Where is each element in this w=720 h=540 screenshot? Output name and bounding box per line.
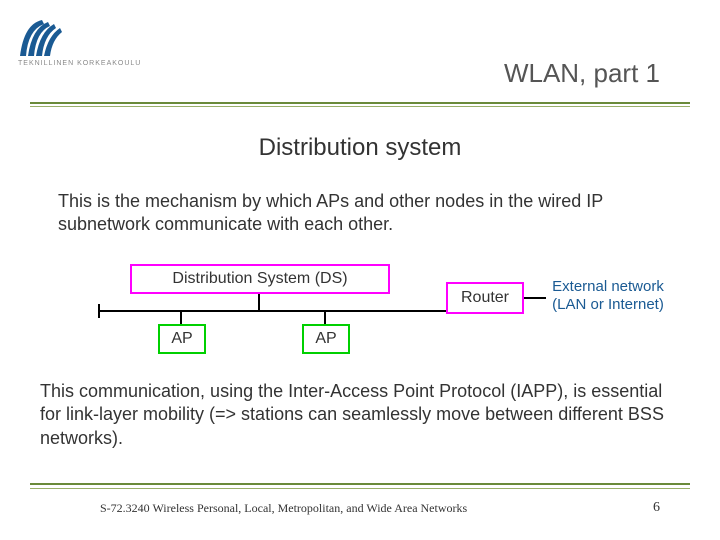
ds-diagram: Distribution System (DS) AP AP Router Ex…: [58, 262, 662, 362]
slide-title: Distribution system: [0, 134, 720, 162]
course-footer: S-72.3240 Wireless Personal, Local, Metr…: [100, 501, 467, 516]
page-number: 6: [653, 500, 660, 516]
bus-end-left: [98, 304, 100, 318]
ap2-box: AP: [302, 324, 350, 354]
stub-ds: [258, 294, 260, 310]
stub-ap2: [324, 310, 326, 324]
university-logo: TEKNILLINEN KORKEAKOULU: [18, 18, 141, 67]
external-network-label: External network (LAN or Internet): [548, 278, 668, 314]
stub-ap1: [180, 310, 182, 324]
footer-rule: [30, 483, 690, 485]
ds-box: Distribution System (DS): [130, 264, 390, 294]
iapp-paragraph: This communication, using the Inter-Acce…: [40, 380, 680, 450]
intro-paragraph: This is the mechanism by which APs and o…: [58, 190, 662, 237]
header-rule-thin: [30, 106, 690, 107]
logo-icon: [18, 18, 72, 58]
footer-rule-thin: [30, 488, 690, 489]
header-rule: [30, 102, 690, 104]
ap1-box: AP: [158, 324, 206, 354]
router-external-line: [524, 297, 546, 299]
header-title: WLAN, part 1: [504, 58, 660, 89]
bus-line: [98, 310, 456, 312]
org-name: TEKNILLINEN KORKEAKOULU: [18, 60, 141, 67]
router-box: Router: [446, 282, 524, 314]
